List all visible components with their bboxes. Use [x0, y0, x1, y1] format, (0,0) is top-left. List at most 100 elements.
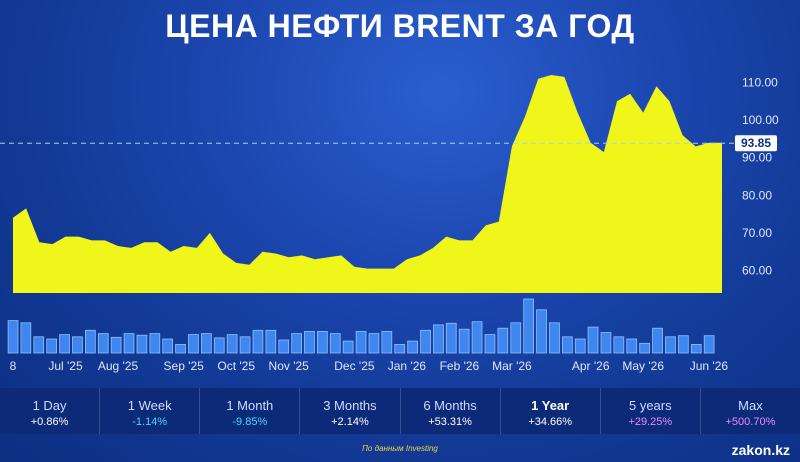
volume-bar — [626, 338, 638, 354]
volume-bar — [355, 330, 367, 354]
volume-bar — [368, 333, 380, 354]
volume-bar — [278, 339, 290, 354]
volume-bar — [239, 336, 251, 354]
volume-bar — [420, 329, 431, 354]
volume-bar — [690, 343, 702, 354]
period-change-value: -1.14% — [132, 416, 168, 428]
volume-bar — [97, 333, 109, 354]
volume-bar — [394, 343, 406, 354]
volume-bar — [200, 333, 212, 354]
volume-bar — [316, 330, 328, 354]
period-label: 1 Year — [531, 398, 570, 413]
volume-bar — [484, 334, 496, 354]
period-change-value: +53.31% — [428, 416, 472, 428]
x-tick-label: Jul '25 — [48, 359, 83, 373]
source-note: По данным Investing — [362, 444, 438, 453]
volume-bar — [110, 336, 122, 354]
volume-bar — [613, 336, 625, 354]
current-price-label: 93.85 — [741, 136, 771, 150]
period-label: 1 Day — [32, 398, 67, 413]
volume-bar — [149, 333, 161, 354]
volume-bar — [265, 329, 277, 354]
volume-bar — [188, 334, 199, 354]
period-tab-6-months[interactable]: 6 Months +53.31% — [401, 388, 501, 434]
volume-bar — [252, 329, 264, 354]
volume-bar — [600, 332, 612, 354]
period-label: 1 Week — [127, 398, 172, 413]
volume-bar — [136, 334, 148, 354]
volume-bar — [497, 327, 509, 354]
volume-bar — [587, 326, 599, 354]
volume-bar — [510, 322, 522, 354]
volume-bar — [574, 338, 586, 354]
volume-bar — [85, 329, 96, 354]
y-tick-label: 70.00 — [742, 226, 772, 240]
volume-bar — [549, 322, 560, 354]
volume-bar — [433, 324, 444, 354]
volume-bar — [562, 336, 573, 354]
volume-bar — [304, 330, 315, 354]
period-tab-1-day[interactable]: 1 Day +0.86% — [0, 388, 101, 434]
period-change-value: +34.66% — [528, 416, 573, 428]
volume-bar — [175, 343, 186, 354]
x-tick-label: Jun '26 — [690, 359, 729, 373]
period-change-value: +29.25% — [628, 416, 673, 428]
y-tick-label: 80.00 — [742, 188, 772, 202]
period-label: 1 Month — [226, 398, 274, 413]
period-change-value: +0.86% — [30, 416, 69, 428]
period-change-value: -9.85% — [232, 416, 268, 428]
x-tick-label: Apr '26 — [572, 359, 610, 373]
current-price-badge — [735, 135, 777, 152]
y-tick-label: 60.00 — [742, 264, 772, 278]
x-tick-label: Jan '26 — [388, 359, 427, 373]
x-tick-label: 8 — [10, 359, 17, 373]
period-change-value: +2.14% — [331, 416, 369, 428]
period-tab-max[interactable]: Max +500.70% — [701, 388, 800, 434]
x-tick-label: Dec '25 — [334, 359, 375, 373]
period-tab-1-month[interactable]: 1 Month -9.85% — [200, 388, 301, 434]
volume-bar — [291, 333, 303, 354]
volume-bar — [7, 320, 19, 354]
x-tick-label: Nov '25 — [269, 359, 310, 373]
volume-bar — [523, 298, 535, 354]
period-label: 6 Months — [423, 398, 477, 413]
period-tab-1-week[interactable]: 1 Week -1.14% — [100, 388, 201, 434]
volume-bar — [678, 335, 689, 354]
period-label: 5 years — [628, 398, 672, 413]
x-tick-label: Feb '26 — [440, 359, 480, 373]
volume-bar — [342, 340, 354, 354]
volume-bar — [213, 337, 225, 354]
x-tick-label: Oct '25 — [217, 359, 255, 373]
x-tick-label: Aug '25 — [98, 359, 139, 373]
volume-bar — [162, 338, 173, 354]
volume-bar — [652, 327, 663, 354]
volume-bar — [20, 322, 32, 354]
y-tick-label: 90.00 — [742, 151, 772, 165]
period-tab-3-months[interactable]: 3 Months +2.14% — [300, 388, 401, 434]
brand-logo: zakon.kz — [731, 442, 790, 458]
period-tab-1-year[interactable]: 1 Year +34.66% — [501, 388, 601, 434]
price-chart: 60.00 70.00 80.00 90.00 100.00 110.00 8 Jul '2… — [0, 75, 779, 373]
volume-bar — [536, 309, 547, 354]
volume-bar — [329, 333, 341, 354]
y-tick-label: 110.00 — [742, 76, 778, 90]
period-label: 3 Months — [323, 398, 377, 413]
volume-bar — [445, 322, 457, 354]
period-change-value: +500.70% — [725, 416, 776, 428]
page-title: ЦЕНА НЕФТИ BRENT ЗА ГОД — [165, 8, 635, 44]
volume-bar — [46, 338, 58, 354]
volume-bar — [72, 336, 83, 354]
period-selector: 1 Day +0.86% 1 Week -1.14% 1 Month -9.85% 3 Mo… — [0, 388, 800, 434]
volume-bar — [639, 342, 651, 354]
volume-bar — [458, 328, 470, 354]
volume-bar — [703, 335, 715, 354]
volume-bar — [226, 334, 238, 354]
x-tick-label: May '26 — [622, 359, 664, 373]
period-label: Max — [738, 398, 763, 413]
volume-bar — [123, 333, 135, 354]
y-tick-label: 100.00 — [742, 113, 779, 127]
x-tick-label: Sep '25 — [164, 359, 205, 373]
period-tab-5-years[interactable]: 5 years +29.25% — [601, 388, 701, 434]
volume-bar — [471, 321, 483, 354]
